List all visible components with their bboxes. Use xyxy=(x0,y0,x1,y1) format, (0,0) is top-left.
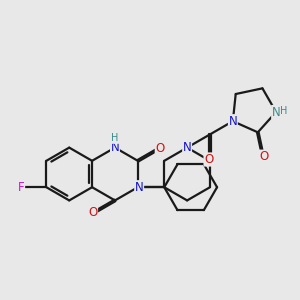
Text: N: N xyxy=(229,115,237,128)
Text: O: O xyxy=(259,150,268,163)
Text: O: O xyxy=(204,153,213,166)
Text: N: N xyxy=(183,141,191,154)
Text: H: H xyxy=(280,106,288,116)
Text: O: O xyxy=(88,206,98,220)
Text: F: F xyxy=(18,181,25,194)
Text: N: N xyxy=(111,141,119,154)
Text: N: N xyxy=(272,106,280,118)
Text: H: H xyxy=(111,134,119,143)
Text: O: O xyxy=(155,142,164,155)
Text: N: N xyxy=(135,181,143,194)
